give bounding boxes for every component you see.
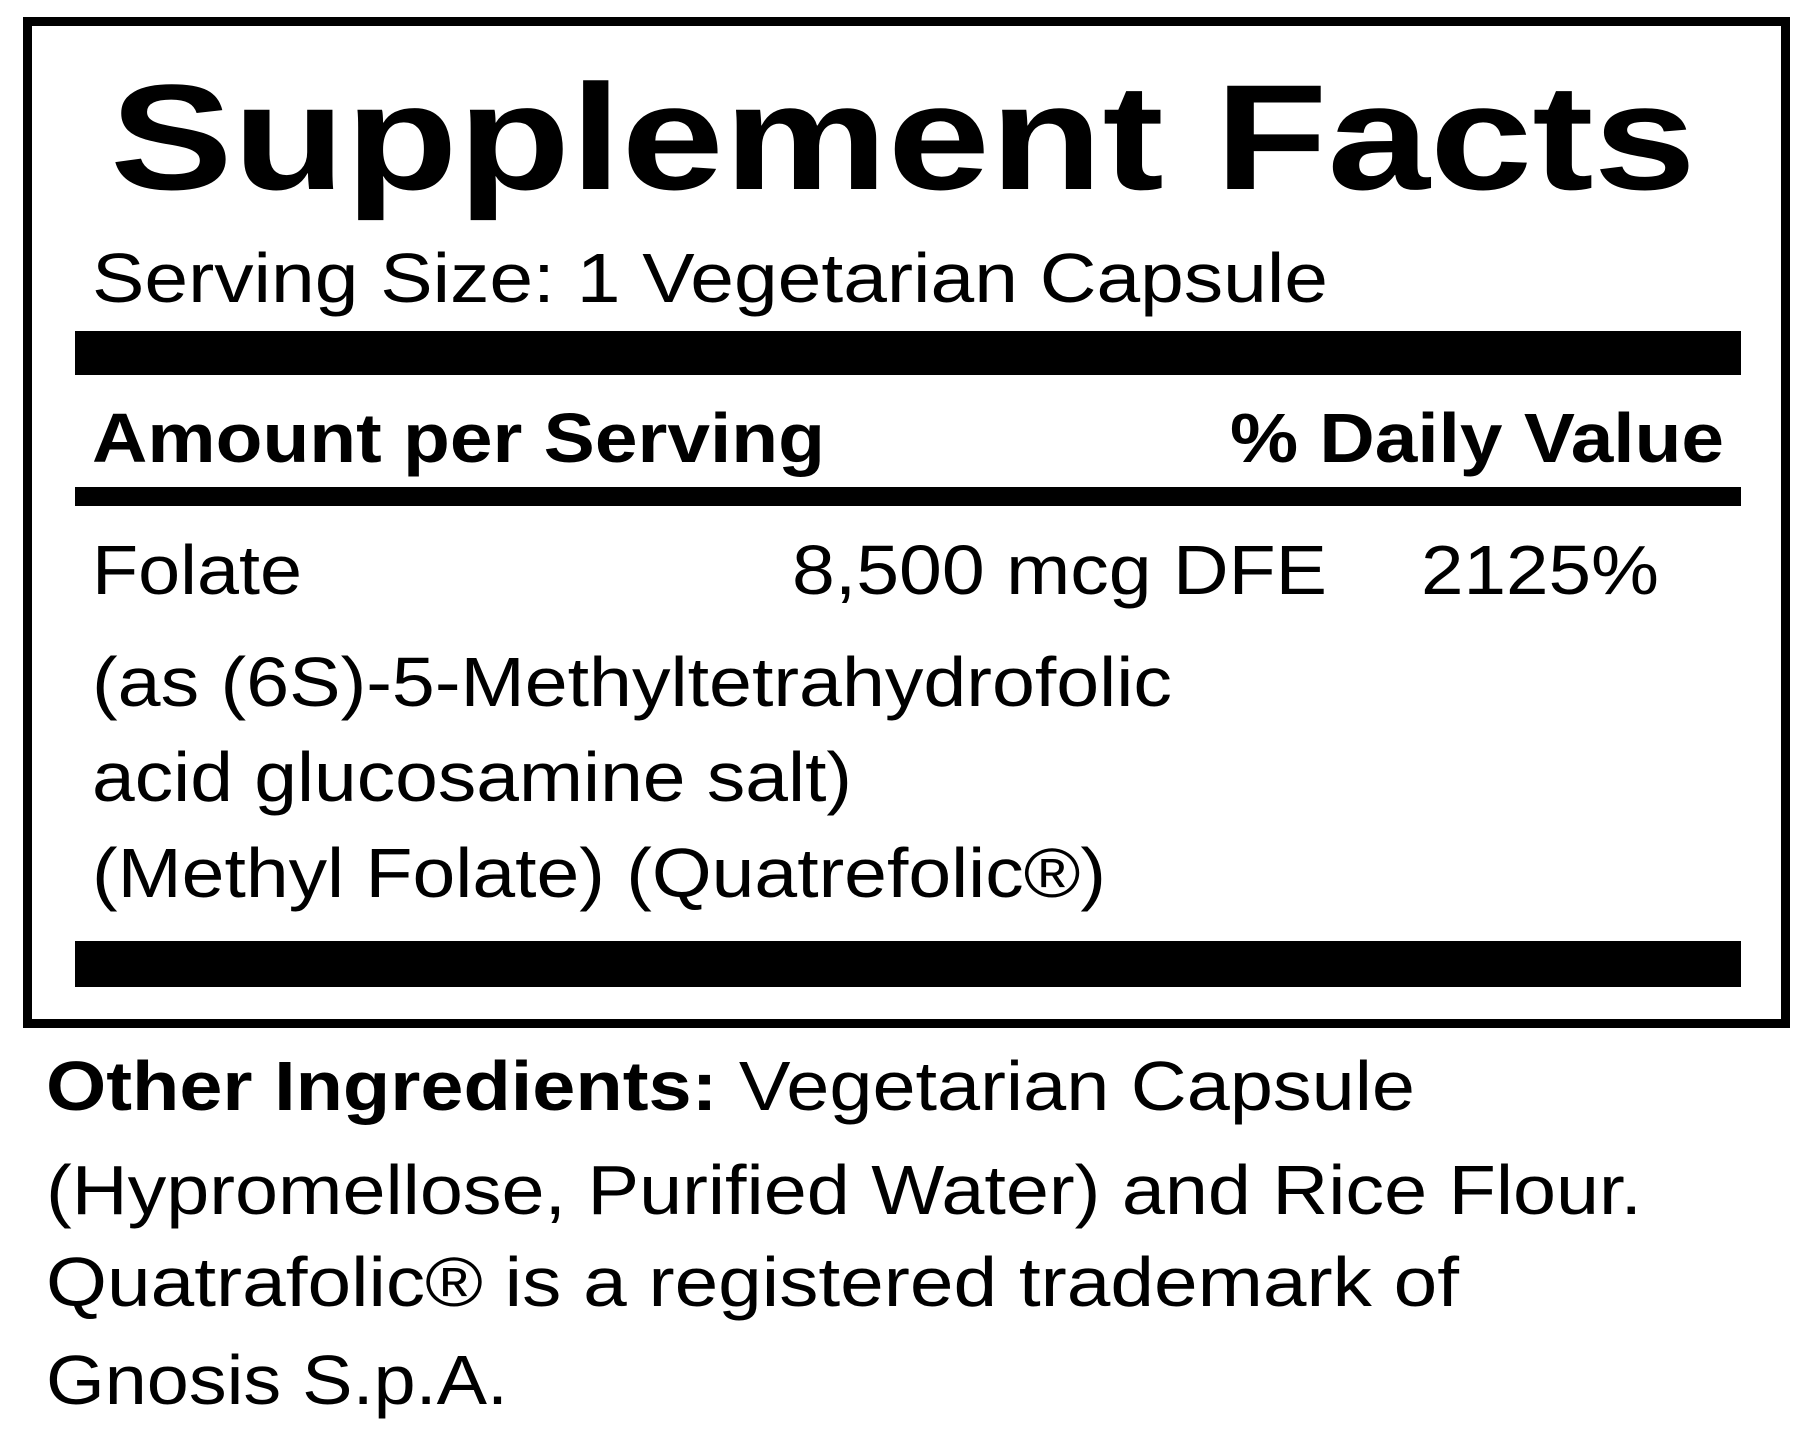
serving-size: Serving Size: 1 Vegetarian Capsule bbox=[92, 239, 1328, 317]
nutrient-daily-value: 2125% bbox=[1421, 531, 1659, 609]
nutrient-detail: (Methyl Folate) (Quatrefolic®) bbox=[92, 834, 1106, 912]
nutrient-detail: (as (6S)-5-Methyltetrahydrofolic bbox=[92, 643, 1172, 721]
thin-divider bbox=[75, 487, 1741, 506]
nutrient-name: Folate bbox=[92, 531, 302, 609]
trademark-line: Gnosis S.p.A. bbox=[46, 1341, 508, 1419]
header-amount-per-serving: Amount per Serving bbox=[92, 399, 825, 477]
other-ingredients-line: Other Ingredients: Vegetarian Capsule bbox=[46, 1051, 1415, 1121]
thick-divider-bottom bbox=[75, 941, 1741, 987]
trademark-line: Quatrafolic® is a registered trademark o… bbox=[46, 1243, 1459, 1321]
supplement-facts-panel bbox=[23, 17, 1790, 1028]
other-ingredients-line: (Hypromellose, Purified Water) and Rice … bbox=[46, 1151, 1642, 1229]
nutrient-amount: 8,500 mcg DFE bbox=[792, 531, 1327, 609]
nutrient-detail: acid glucosamine salt) bbox=[92, 738, 852, 816]
header-daily-value: % Daily Value bbox=[1230, 399, 1724, 477]
other-ingredients-label: Other Ingredients: bbox=[46, 1047, 718, 1125]
panel-title: Supplement Facts bbox=[110, 53, 1697, 221]
other-ingredients-text: Vegetarian Capsule bbox=[717, 1047, 1416, 1125]
thick-divider bbox=[75, 331, 1741, 375]
